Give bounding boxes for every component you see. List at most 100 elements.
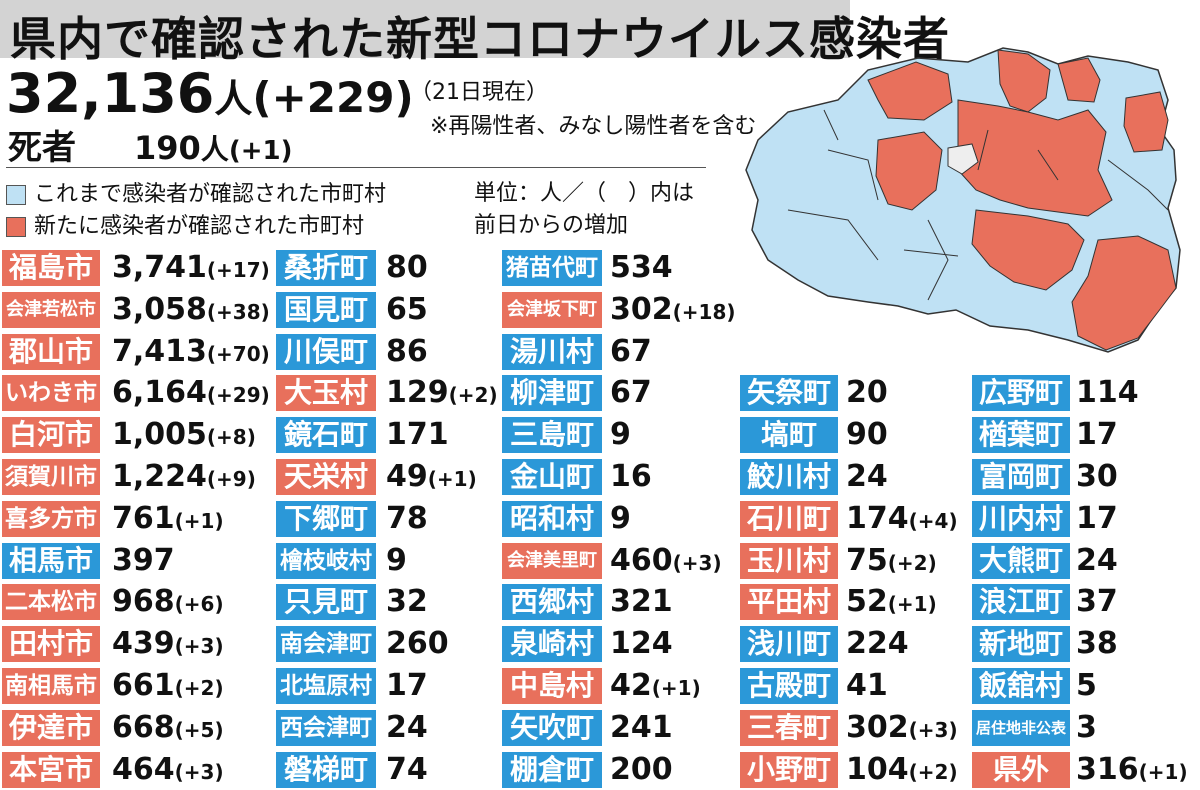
municipality-row: 新地町 38 (972, 626, 1200, 663)
count-value: 17 (1076, 417, 1118, 453)
municipality-name: 富岡町 (972, 459, 1070, 495)
count-value: 397 (112, 542, 175, 578)
count-value: 464 (112, 751, 175, 787)
municipality-row: 田村市 439(+3) (2, 626, 262, 663)
map-region-north-east (1057, 57, 1101, 103)
count-value: 3,058 (112, 291, 207, 327)
municipality-row: 棚倉町 200 (502, 751, 760, 788)
municipality-row: 白河市 1,005(+8) (2, 417, 262, 454)
map-region-west (867, 61, 953, 121)
map-region-aizu (875, 131, 943, 211)
municipality-row: 会津若松市 3,058(+38) (2, 291, 270, 328)
count-delta: (+18) (672, 299, 736, 324)
municipality-count: 129(+2) (386, 375, 498, 413)
count-delta: (+2) (174, 676, 224, 700)
municipality-name: 棚倉町 (502, 751, 602, 788)
count-value: 171 (386, 417, 449, 453)
count-value: 302 (846, 709, 909, 745)
municipality-row: 塙町 90 (740, 417, 996, 454)
municipality-name: 会津美里町 (502, 542, 602, 579)
municipality-count: 67 (610, 375, 652, 411)
count-value: 661 (112, 668, 175, 703)
municipality-count: 464(+3) (112, 752, 224, 790)
count-value: 321 (610, 584, 673, 620)
count-delta: (+1) (651, 676, 701, 700)
count-delta: (+2) (448, 383, 498, 408)
municipality-row: 鏡石町 171 (276, 417, 536, 454)
municipality-name: 福島市 (2, 250, 100, 286)
municipality-row: 居住地非公表 3 (972, 709, 1200, 746)
map-region-none (947, 143, 979, 175)
legend-confirmed-swatch (6, 185, 26, 205)
municipality-row: 小野町 104(+2) (740, 751, 996, 788)
municipality-name: 南相馬市 (2, 668, 100, 704)
count-value: 302 (610, 291, 673, 327)
municipality-count: 90 (846, 417, 888, 453)
inclusion-note: ※再陽性者、みなし陽性者を含む (430, 114, 757, 139)
count-value: 668 (112, 709, 175, 745)
title-bar: 県内で確認された新型コロナウイルス感染者 (0, 0, 949, 66)
map-region-central (957, 99, 1113, 217)
municipality-name: 三春町 (740, 709, 838, 746)
municipality-count: 9 (610, 417, 631, 453)
municipality-row: 会津美里町 460(+3) (502, 542, 760, 579)
total-cases-delta: (+229) (252, 73, 414, 122)
municipality-row: 鮫川村 24 (740, 459, 996, 495)
legend-new-label: 新たに感染者が確認された市町村 (34, 214, 365, 239)
municipality-row: 下郷町 78 (276, 500, 536, 537)
municipality-name: 大玉村 (276, 375, 376, 412)
municipality-row: 玉川村 75(+2) (740, 542, 996, 579)
count-value: 200 (610, 751, 673, 787)
municipality-name: いわき市 (2, 375, 100, 412)
municipality-name: 田村市 (2, 626, 100, 663)
count-value: 534 (610, 250, 673, 285)
municipality-row: 川俣町 86 (276, 333, 536, 370)
municipality-row: 相馬市 397 (2, 542, 262, 579)
count-value: 67 (610, 333, 652, 369)
municipality-name: 泉崎村 (502, 626, 602, 663)
municipality-count: 38 (1076, 626, 1118, 662)
count-value: 42 (610, 668, 652, 703)
municipality-count: 24 (386, 710, 428, 746)
municipality-row: 只見町 32 (276, 584, 536, 621)
municipality-name: 只見町 (276, 584, 376, 621)
map-region-east-coast (1123, 91, 1169, 153)
municipality-name: 伊達市 (2, 709, 100, 746)
count-value: 7,413 (112, 333, 207, 369)
count-delta: (+9) (206, 467, 256, 491)
unit-note: 単位：人／（ ）内は 前日からの増加 (474, 181, 695, 238)
municipality-name: 須賀川市 (2, 459, 100, 495)
municipality-name: 西郷村 (502, 584, 602, 621)
count-value: 9 (610, 417, 631, 453)
municipality-name: 会津坂下町 (502, 291, 602, 328)
count-value: 65 (386, 291, 428, 327)
municipality-name: 鮫川村 (740, 459, 838, 495)
deaths-delta: (+1) (228, 136, 293, 166)
count-value: 86 (386, 333, 428, 369)
municipality-row: 檜枝岐村 9 (276, 542, 536, 579)
count-delta: (+17) (206, 258, 270, 282)
municipality-row: 飯舘村 5 (972, 668, 1200, 704)
municipality-name: 西会津町 (276, 709, 376, 746)
municipality-count: 86 (386, 334, 428, 370)
deaths: 死者 190人(+1) (8, 120, 292, 169)
map-region-south-central (971, 209, 1085, 291)
municipality-name: 楢葉町 (972, 417, 1070, 454)
municipality-name: 相馬市 (2, 542, 100, 579)
count-value: 16 (610, 459, 652, 494)
municipality-name: 柳津町 (502, 375, 602, 412)
count-value: 30 (1076, 459, 1118, 494)
map-borders (787, 109, 1169, 301)
municipality-name: 会津若松市 (2, 291, 100, 328)
count-delta: (+8) (206, 425, 256, 450)
municipality-count: 3,741(+17) (112, 250, 270, 288)
municipality-count: 80 (386, 250, 428, 286)
count-delta: (+1) (887, 592, 937, 617)
municipality-count: 42(+1) (610, 668, 701, 706)
municipality-row: 柳津町 67 (502, 375, 760, 412)
municipality-row: 北塩原村 17 (276, 668, 536, 704)
municipality-count: 224 (846, 626, 909, 662)
count-value: 316 (1076, 751, 1139, 787)
municipality-count: 241 (610, 710, 673, 746)
municipality-row: 国見町 65 (276, 291, 536, 328)
